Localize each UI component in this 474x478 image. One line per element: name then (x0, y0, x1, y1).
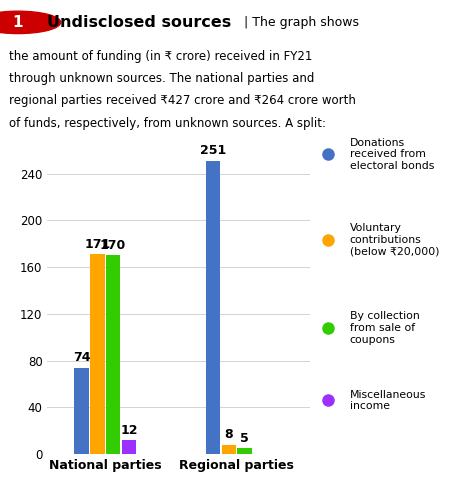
Circle shape (0, 11, 61, 33)
Bar (74, 368, 89, 454)
Text: 74: 74 (73, 351, 91, 364)
Text: 12: 12 (120, 424, 138, 436)
Text: 251: 251 (200, 144, 226, 157)
Bar (237, 448, 252, 454)
Text: regional parties received ₹427 crore and ₹264 crore worth: regional parties received ₹427 crore and… (9, 95, 356, 108)
Text: | The graph shows: | The graph shows (244, 16, 359, 29)
Text: 8: 8 (225, 428, 233, 441)
Text: of funds, respectively, from unknown sources. A split:: of funds, respectively, from unknown sou… (9, 117, 327, 130)
Text: 5: 5 (240, 432, 249, 445)
Bar (106, 255, 120, 454)
Text: Voluntary
contributions
(below ₹20,000): Voluntary contributions (below ₹20,000) (350, 223, 439, 256)
Text: Miscellaneous
income: Miscellaneous income (350, 390, 426, 411)
Text: through unknown sources. The national parties and: through unknown sources. The national pa… (9, 72, 315, 85)
Bar (122, 440, 136, 454)
Bar (90, 254, 105, 454)
Text: the amount of funding (in ₹ crore) received in FY21: the amount of funding (in ₹ crore) recei… (9, 50, 313, 63)
Text: Donations
received from
electoral bonds: Donations received from electoral bonds (350, 138, 434, 171)
Text: 171: 171 (84, 238, 110, 251)
Text: Undisclosed sources: Undisclosed sources (47, 15, 232, 30)
Text: 170: 170 (100, 239, 126, 252)
Text: 1: 1 (13, 15, 23, 30)
Bar (222, 445, 236, 454)
Text: By collection
from sale of
coupons: By collection from sale of coupons (350, 311, 419, 345)
Bar (206, 161, 220, 454)
